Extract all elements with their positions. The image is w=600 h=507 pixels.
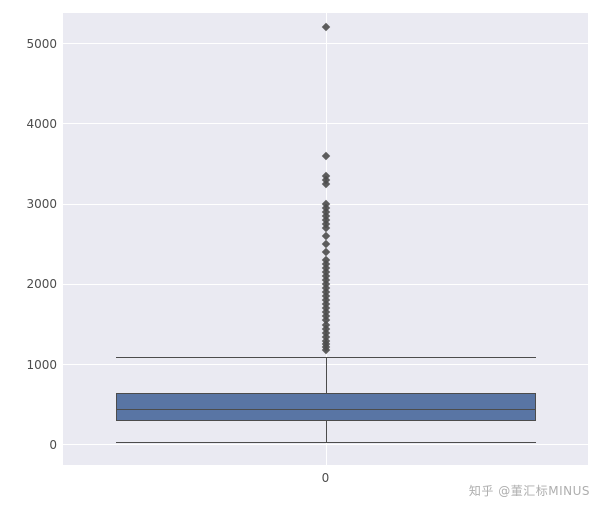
median-line bbox=[116, 409, 536, 410]
y-tick-label: 5000 bbox=[26, 37, 63, 51]
watermark-text: 知乎 @董汇标MINUS bbox=[469, 482, 590, 499]
whisker-upper-line bbox=[326, 357, 327, 393]
outlier-diamond-icon bbox=[321, 23, 329, 31]
whisker-lower-line bbox=[326, 421, 327, 442]
y-tick-label: 4000 bbox=[26, 117, 63, 131]
outlier-diamond-icon bbox=[321, 248, 329, 256]
outlier-diamond-icon bbox=[321, 240, 329, 248]
outlier-diamond-icon bbox=[321, 152, 329, 160]
whisker-lower-cap bbox=[116, 442, 536, 443]
y-tick-label: 0 bbox=[49, 438, 63, 452]
y-tick-label: 2000 bbox=[26, 277, 63, 291]
whisker-upper-cap bbox=[116, 357, 536, 358]
plot-area: 0100020003000400050000 bbox=[62, 12, 589, 466]
box-body bbox=[116, 393, 536, 421]
x-tick-label: 0 bbox=[322, 465, 330, 485]
y-tick-label: 3000 bbox=[26, 197, 63, 211]
figure: 0 1000 2000 3000 4000 5000 0 bbox=[0, 0, 600, 507]
outlier-diamond-icon bbox=[321, 232, 329, 240]
y-tick-label: 1000 bbox=[26, 358, 63, 372]
